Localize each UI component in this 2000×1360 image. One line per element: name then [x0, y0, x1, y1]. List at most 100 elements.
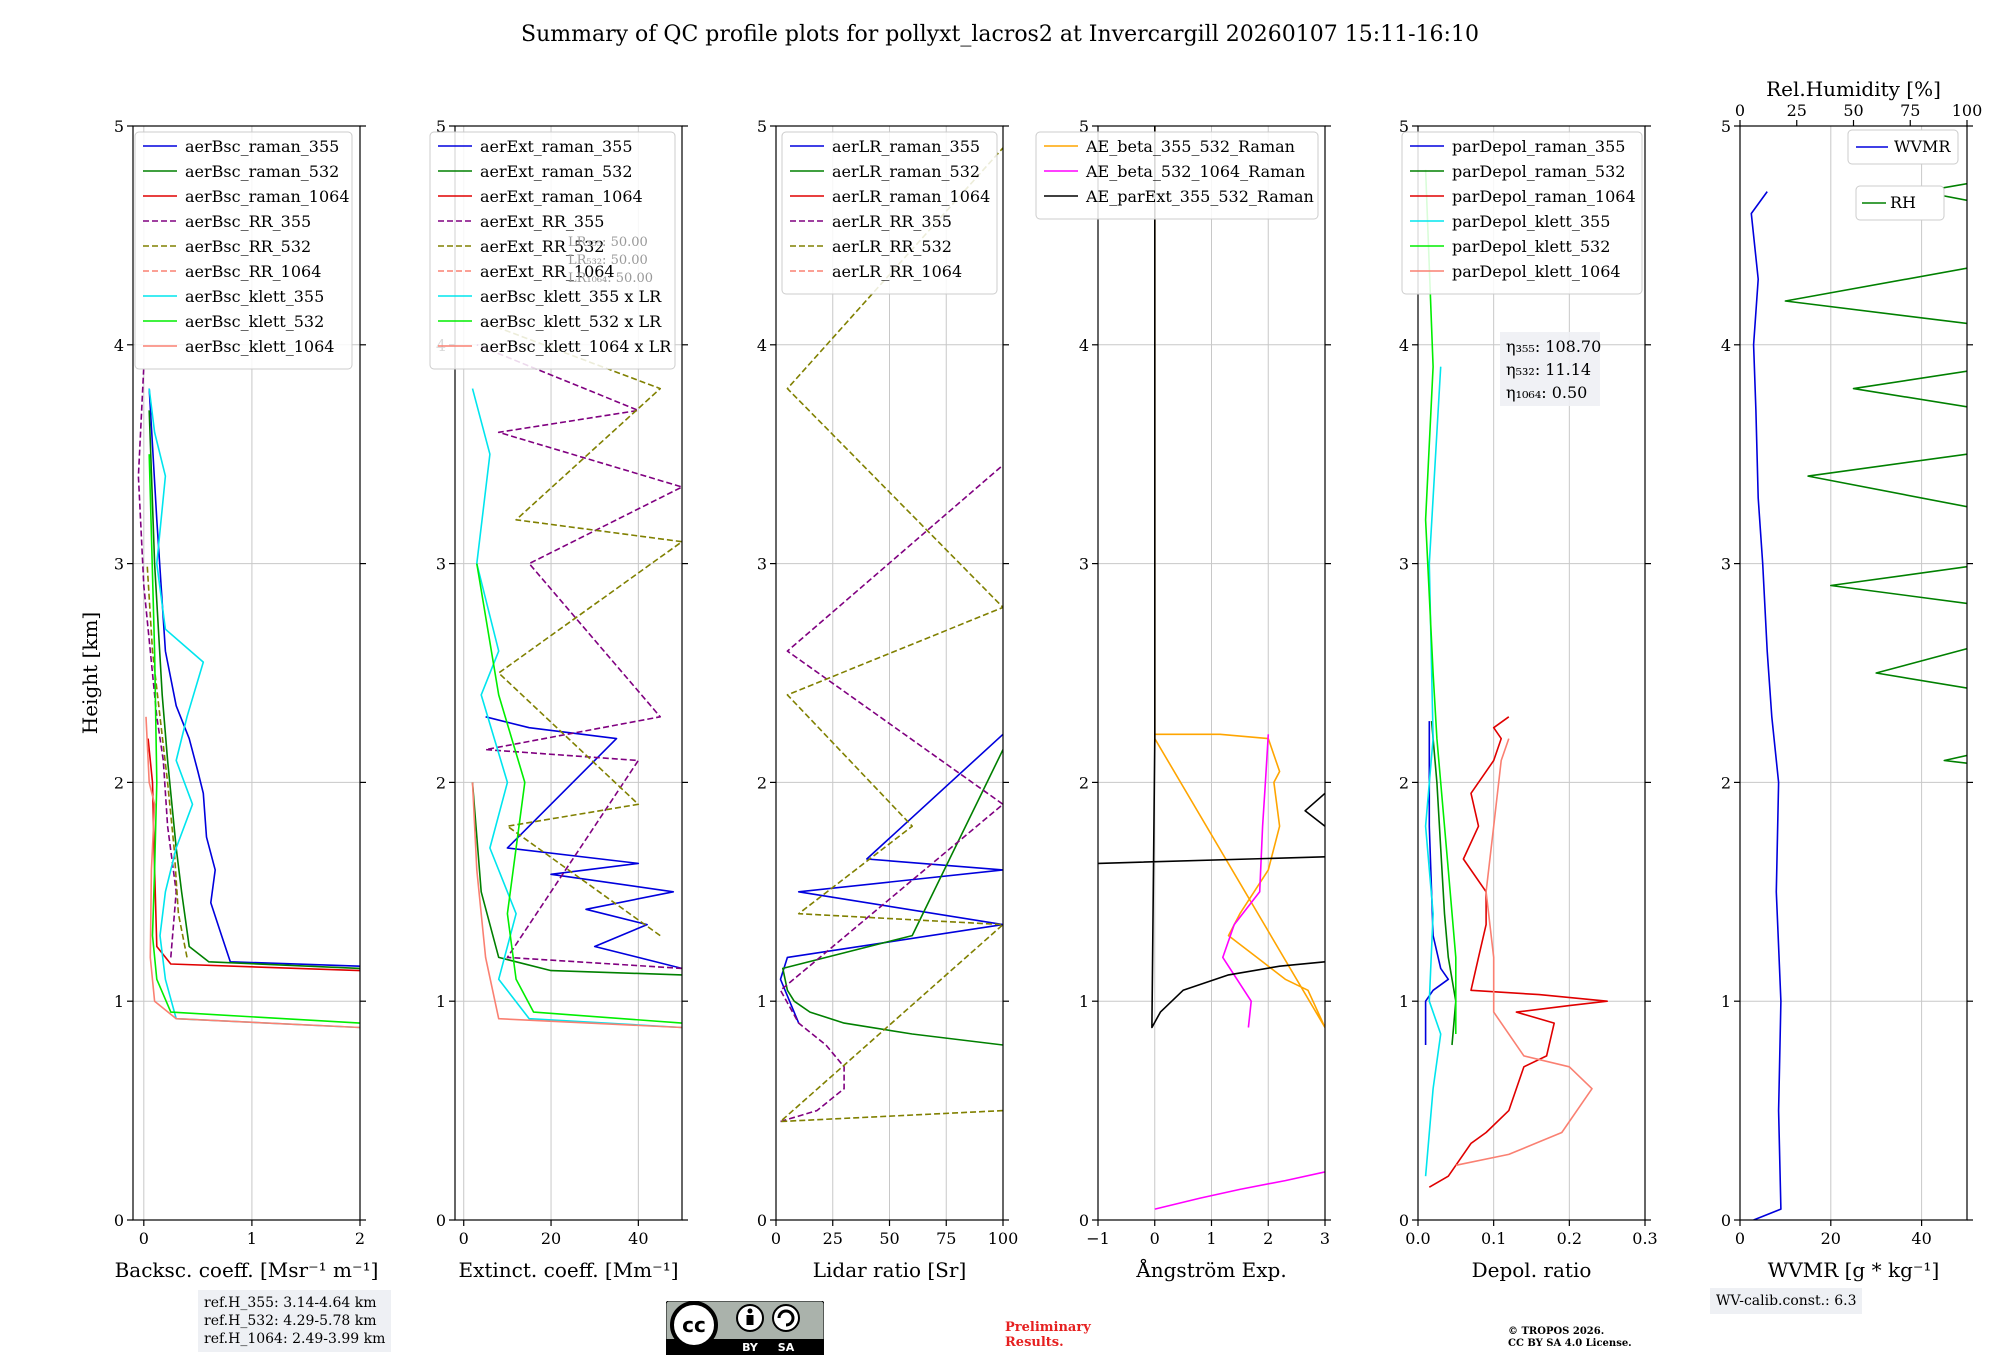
series-AE_beta_355_532_Raman	[1154, 126, 1325, 1029]
series-aerLR_raman_355	[779, 733, 1003, 1024]
series-group	[137, 366, 360, 1029]
panel-wv: 0 20 40 0 1 2 3 4 5 WVMR [g * kg⁻¹] 0 25 50 75 100 Rel.…	[1721, 77, 1983, 1282]
eta-note: η₅₃₂: 11.14	[1506, 360, 1591, 379]
lr-note: LR₁₀₆₄: 50.00	[568, 271, 653, 286]
legend-label: aerExt_RR_355	[480, 212, 604, 231]
series-aerBsc_raman_1064	[147, 738, 360, 972]
top-x-tick-label: 100	[1952, 101, 1983, 120]
axes-frame	[1739, 125, 1968, 1221]
y-tick-label: 3	[436, 555, 446, 574]
legend-label: parDepol_klett_1064	[1452, 262, 1621, 281]
x-axis-label: Ångström Exp.	[1135, 1257, 1286, 1282]
series-aerLR_RR_355	[779, 464, 1003, 1123]
lr-note: LR₅₃₂: 50.00	[568, 253, 648, 268]
series-group	[471, 322, 682, 1029]
y-tick-label: 3	[1399, 555, 1409, 574]
sa-icon	[772, 1304, 800, 1332]
cc-sa-label: SA	[778, 1341, 795, 1354]
y-tick-label: 5	[1399, 117, 1409, 136]
x-tick-label: 20	[1821, 1229, 1841, 1248]
x-tick-label: 50	[879, 1229, 899, 1248]
copyright-note: © TROPOS 2026. CC BY SA 4.0 License.	[1508, 1326, 1632, 1350]
legend-label: aerBsc_RR_532	[185, 237, 311, 256]
legend-label: AE_beta_355_532_Raman	[1085, 137, 1295, 156]
top-x-tick-label: 75	[1900, 101, 1920, 120]
legend-box	[1035, 131, 1319, 220]
preliminary-line-2: Results.	[1005, 1335, 1064, 1350]
x-tick-label: 0	[139, 1229, 149, 1248]
cc-icon-text: cc	[682, 1313, 706, 1337]
x-tick-label: −1	[1086, 1229, 1110, 1248]
series-parDepol_klett_1064	[1455, 738, 1593, 1167]
legend-box	[1847, 129, 1959, 165]
legend-label: aerBsc_klett_1064	[185, 337, 334, 356]
y-tick-label: 1	[114, 992, 124, 1011]
ref-height-1064: ref.H_1064: 2.49-3.99 km	[204, 1331, 386, 1347]
series-AE_parExt_355_532_Raman	[1098, 126, 1325, 1029]
legend-label: RH	[1890, 193, 1916, 212]
legend-lr: aerLR_raman_355 aerLR_raman_532 aerLR_rama…	[781, 131, 998, 295]
legend-label: aerBsc_klett_355	[185, 287, 324, 306]
y-tick-label: 2	[1079, 773, 1089, 792]
cc-by-label: BY	[742, 1341, 759, 1354]
x-tick-label: 0	[1735, 1229, 1745, 1248]
series-group	[1750, 182, 1967, 1220]
legend-label: aerBsc_klett_355 x LR	[480, 287, 662, 306]
y-tick-label: 3	[1079, 555, 1089, 574]
y-tick-label: 5	[757, 117, 767, 136]
legend-label: aerExt_raman_1064	[480, 187, 643, 206]
y-tick-label: 1	[757, 992, 767, 1011]
lr-note: LR₃₅₅: 50.00	[568, 235, 648, 250]
legend-label: aerLR_RR_355	[832, 212, 952, 231]
y-tick-label: 0	[1721, 1211, 1731, 1230]
y-tick-label: 0	[436, 1211, 446, 1230]
copyright-line-1: © TROPOS 2026.	[1508, 1326, 1605, 1337]
top-x-tick-label: 0	[1735, 101, 1745, 120]
x-tick-label: 100	[988, 1229, 1019, 1248]
y-tick-label: 2	[757, 773, 767, 792]
series-aerBsc_RR_355	[137, 366, 177, 958]
y-tick-label: 0	[757, 1211, 767, 1230]
series-group	[1424, 169, 1608, 1188]
y-tick-label: 4	[1079, 336, 1089, 355]
x-axis-label: Backsc. coeff. [Msr⁻¹ m⁻¹]	[115, 1258, 379, 1282]
y-tick-label: 4	[1399, 336, 1409, 355]
y-tick-label: 5	[1079, 117, 1089, 136]
series-aerExt_klett_532	[476, 563, 682, 1024]
series-group	[779, 147, 1003, 1123]
legend-label: aerExt_RR_532	[480, 237, 604, 256]
legend-label: aerLR_RR_1064	[832, 262, 962, 281]
legend-label: aerExt_raman_532	[480, 162, 633, 181]
legend-depol: parDepol_raman_355 parDepol_raman_532 parD…	[1401, 131, 1643, 295]
legend-label: aerBsc_RR_1064	[185, 262, 321, 281]
series-aerLR_RR_532	[779, 147, 1003, 1123]
legend-box	[1401, 131, 1643, 295]
x-tick-label: 40	[628, 1229, 648, 1248]
x-tick-label: 2	[355, 1229, 365, 1248]
panel-bsc: 0 1 2 0 1 2 3 4 5 Backsc. coeff. [Msr⁻¹ m⁻¹] Heigh…	[78, 117, 378, 1282]
legend-label: parDepol_raman_355	[1452, 137, 1625, 156]
legend-label: parDepol_klett_532	[1452, 237, 1610, 256]
series-aerExt_RR_355	[476, 344, 682, 970]
x-tick-label: 0.1	[1481, 1229, 1506, 1248]
series-WVMR	[1750, 191, 1782, 1220]
legend-label: AE_beta_532_1064_Raman	[1085, 162, 1305, 181]
x-tick-label: 0	[771, 1229, 781, 1248]
series-aerExt_klett_1064	[471, 782, 682, 1029]
panel-ext: 02040012345Extinct. coeff. [Mm⁻¹]aerExt_…	[429, 117, 688, 1282]
eta-box: η₃₅₅: 108.70 η₅₃₂: 11.14 η₁₀₆₄: 0.50	[1500, 332, 1601, 406]
series-aerExt_raman_355	[485, 716, 682, 970]
series-AE_beta_532_1064_Raman	[1154, 734, 1325, 1210]
y-tick-label: 4	[757, 336, 767, 355]
panel-lr: 0 25 50 75 100 0 1 2 3 4 5 Lidar ratio [Sr] aerLR_ra…	[757, 117, 1018, 1282]
preliminary-line-1: Preliminary	[1005, 1320, 1091, 1335]
y-tick-label: 1	[1399, 992, 1409, 1011]
y-tick-label: 3	[757, 555, 767, 574]
legend-label: aerBsc_raman_1064	[185, 187, 350, 206]
legend-label: aerLR_raman_1064	[832, 187, 990, 206]
ref-heights-box: ref.H_355: 3.14-4.64 km ref.H_532: 4.29-…	[198, 1290, 392, 1352]
legend-label: AE_parExt_355_532_Raman	[1085, 187, 1314, 206]
y-tick-label: 0	[114, 1211, 124, 1230]
series-aerBsc_raman_355	[148, 388, 360, 967]
legend-label: parDepol_raman_532	[1452, 162, 1625, 181]
